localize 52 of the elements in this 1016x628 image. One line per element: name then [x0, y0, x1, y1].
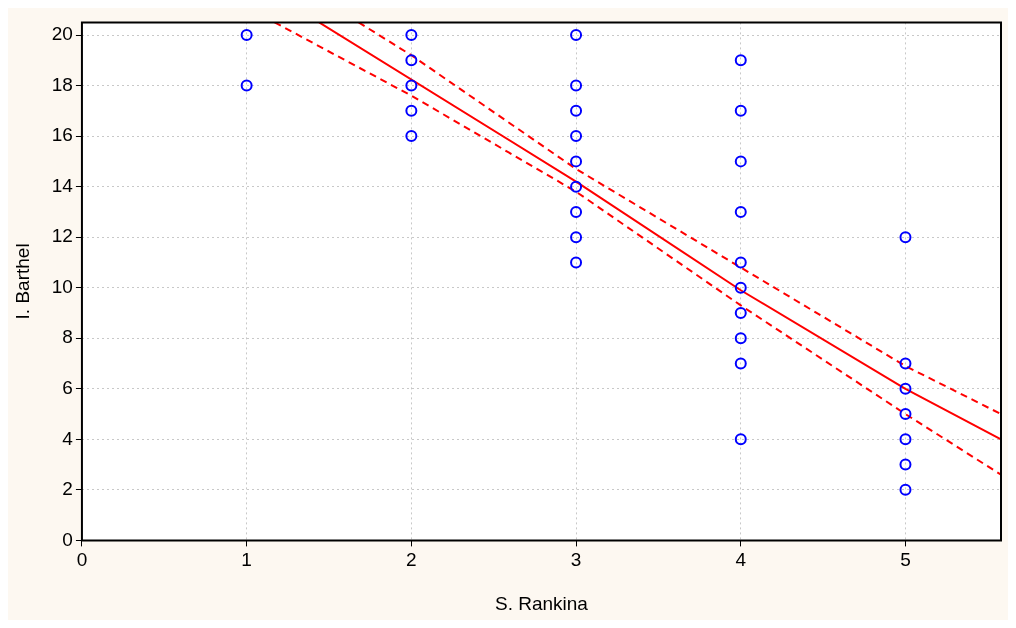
x-tick-label: 1 — [241, 549, 252, 571]
point — [899, 433, 912, 446]
y-tick-label: 4 — [62, 427, 74, 449]
x-tick-label: 5 — [900, 549, 911, 571]
point — [240, 29, 253, 42]
point — [734, 205, 747, 218]
x-tick-label: 0 — [76, 549, 88, 571]
point — [899, 357, 912, 370]
point — [899, 408, 912, 421]
point — [734, 155, 747, 168]
y-tick-label: 18 — [51, 73, 73, 95]
point — [734, 256, 747, 269]
y-tick-label: 8 — [62, 326, 73, 348]
point — [570, 180, 583, 193]
y-tick-label: 12 — [51, 225, 73, 247]
point — [899, 458, 912, 471]
point — [734, 104, 747, 117]
point — [899, 382, 912, 395]
y-axis-title: I. Barthel — [11, 243, 33, 320]
point — [405, 79, 418, 92]
point — [570, 29, 583, 42]
y-tick-label: 20 — [51, 23, 73, 45]
point — [570, 79, 583, 92]
x-axis-title: S. Rankina — [494, 592, 589, 614]
point — [734, 433, 747, 446]
point — [734, 357, 747, 370]
point — [570, 155, 583, 168]
point — [570, 104, 583, 117]
point — [405, 130, 418, 143]
point — [570, 231, 583, 244]
point — [405, 29, 418, 42]
x-tick-label: 4 — [735, 549, 747, 571]
point — [405, 104, 418, 117]
y-tick-label: 10 — [51, 275, 73, 297]
point — [570, 205, 583, 218]
y-tick-label: 6 — [62, 377, 73, 399]
x-tick-label: 3 — [570, 549, 582, 571]
y-tick-label: 14 — [51, 174, 74, 196]
point — [734, 281, 747, 294]
point — [899, 483, 912, 496]
point — [240, 79, 253, 92]
point — [734, 54, 747, 67]
y-tick-label: 0 — [62, 528, 73, 550]
y-tick-label: 16 — [51, 124, 73, 146]
point — [405, 54, 418, 67]
point — [899, 231, 912, 244]
point — [734, 332, 747, 345]
point — [570, 130, 583, 143]
point — [570, 256, 583, 269]
y-tick-label: 2 — [62, 478, 73, 500]
point — [734, 306, 747, 319]
x-tick-label: 2 — [406, 549, 417, 571]
